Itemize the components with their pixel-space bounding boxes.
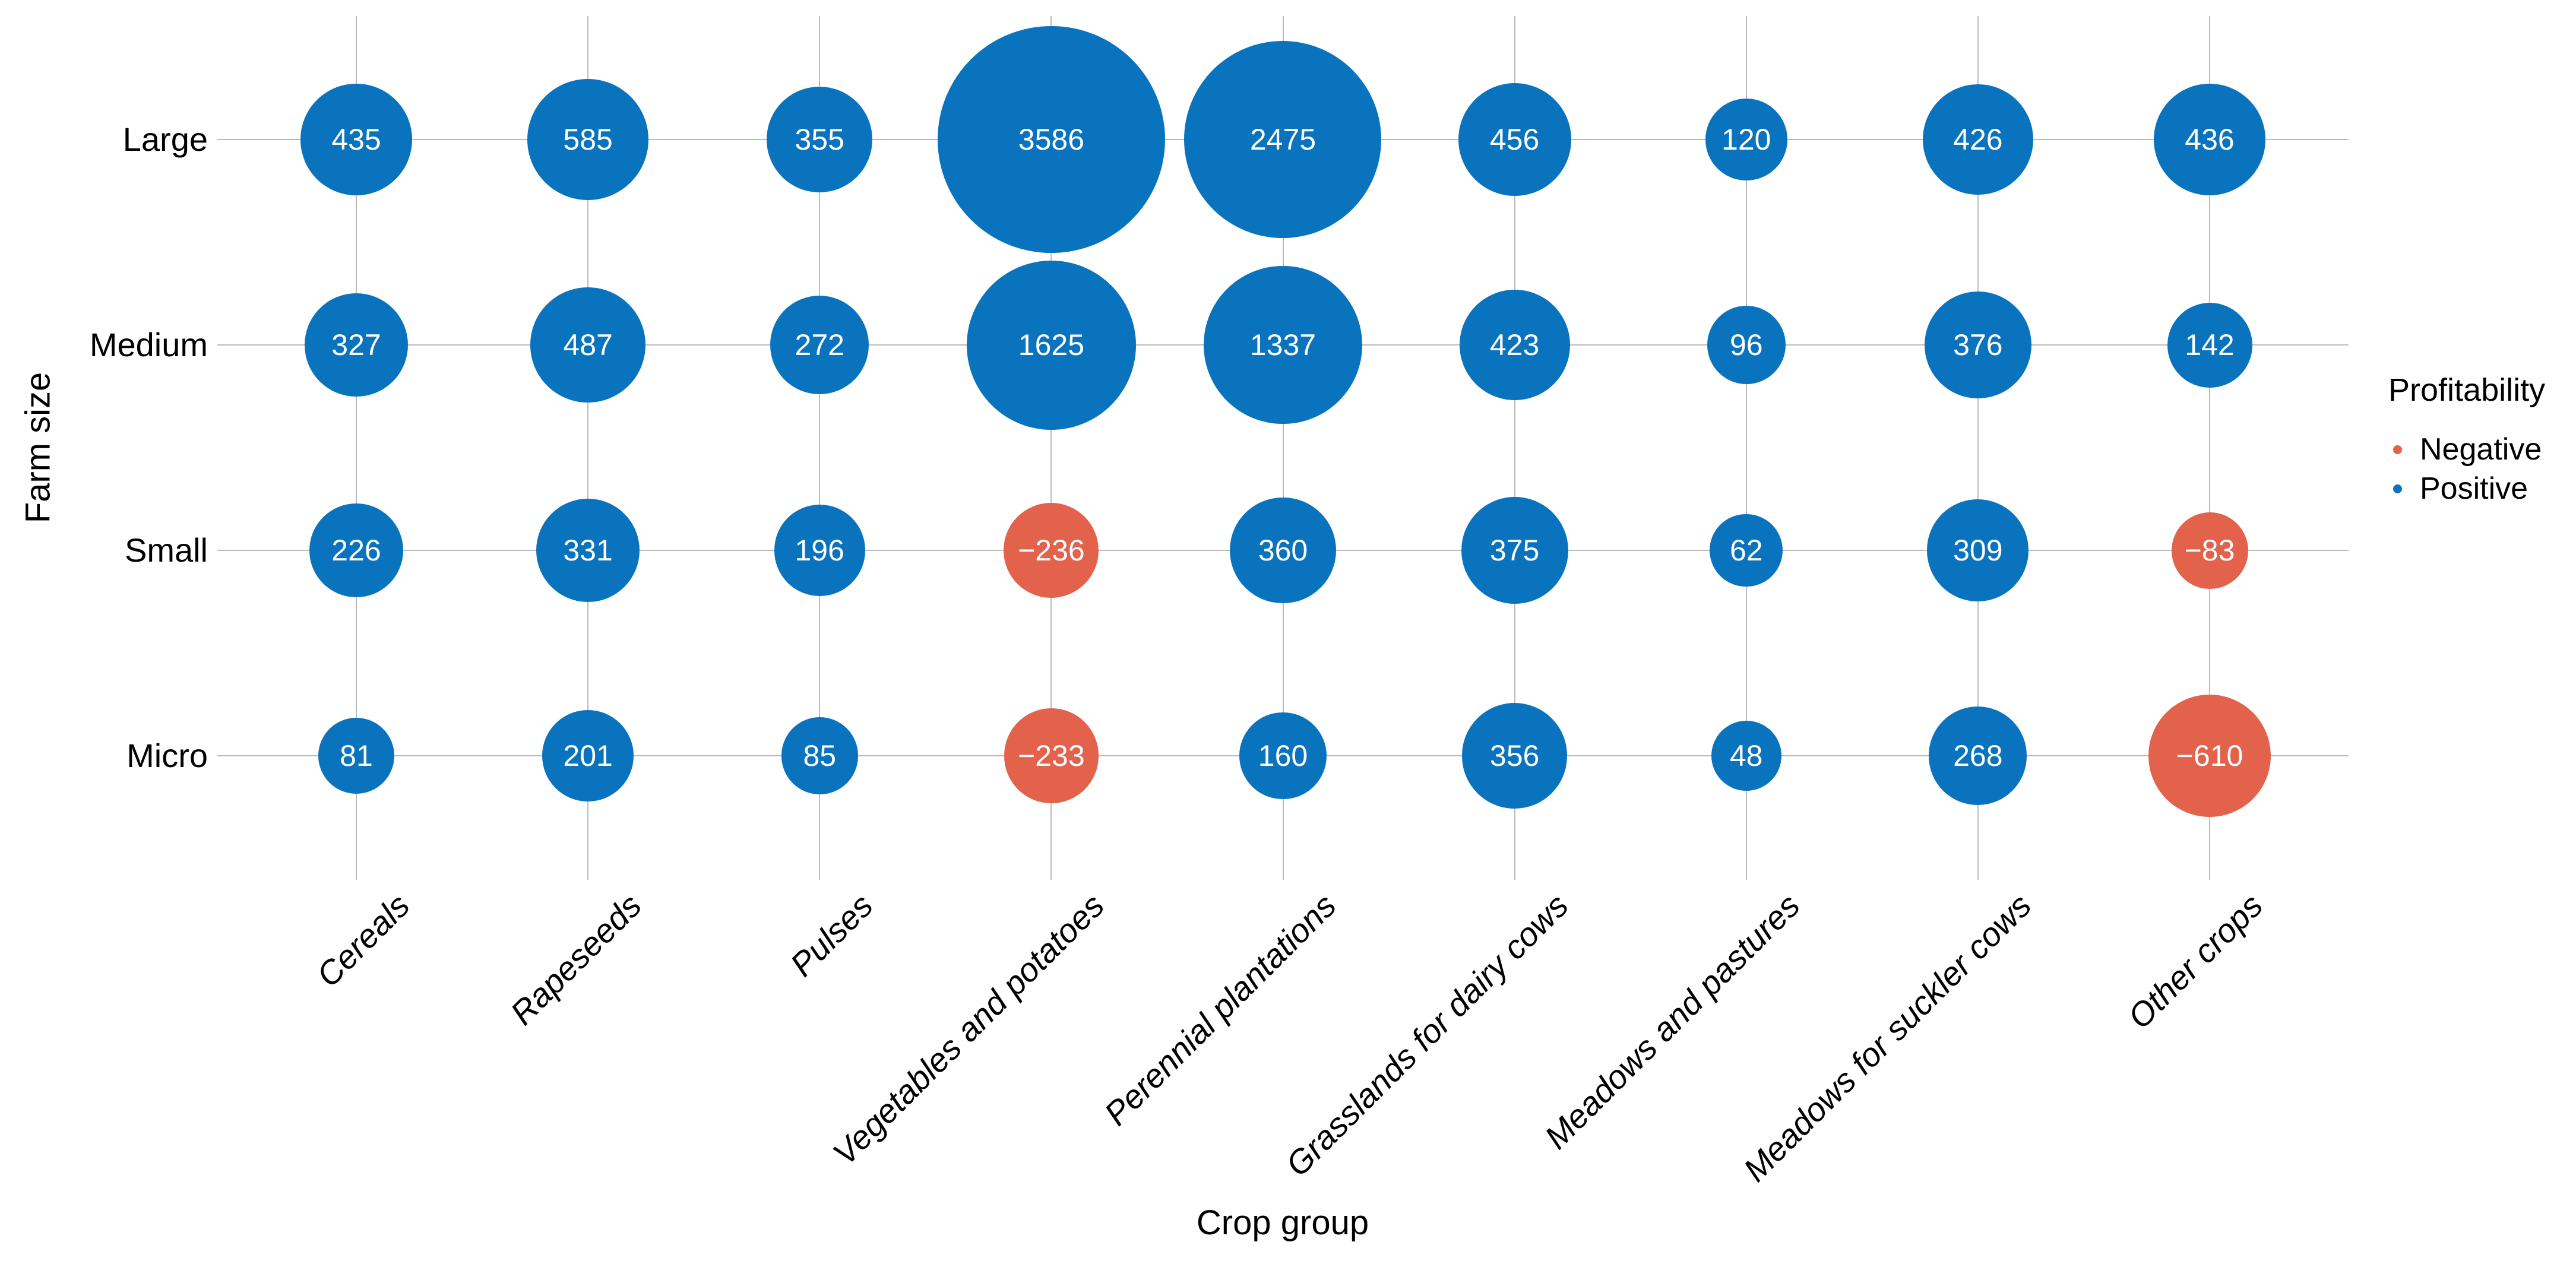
x-tick-label-4: Vegetables and potatoes <box>825 886 1112 1173</box>
y-axis-title: Farm size <box>18 372 58 524</box>
x-tick-label-6: Grasslands for dairy cows <box>1278 886 1575 1184</box>
legend-label-negative: Negative <box>2420 432 2542 467</box>
bubble-large-9: 436 <box>2154 84 2265 195</box>
vertical-gridline <box>1977 16 1979 880</box>
bubble-micro-7: 48 <box>1711 721 1781 791</box>
x-tick-label-1: Cereals <box>309 886 417 994</box>
vertical-gridline <box>1745 16 1747 880</box>
x-tick-label-7: Meadows and pastures <box>1537 886 1807 1157</box>
bubble-micro-6: 356 <box>1461 703 1568 809</box>
legend-title: Profitability <box>2388 372 2546 408</box>
bubble-micro-5: 160 <box>1239 712 1327 800</box>
x-tick-label-9: Other crops <box>2121 886 2270 1036</box>
bubble-medium-2: 487 <box>530 287 645 403</box>
bubble-medium-3: 272 <box>770 296 869 394</box>
positive-dot-icon <box>2393 484 2402 493</box>
bubble-small-4: −236 <box>1004 502 1099 598</box>
bubble-small-1: 226 <box>309 503 404 598</box>
bubble-micro-4: −233 <box>1004 708 1099 803</box>
bubble-large-6: 456 <box>1458 83 1571 197</box>
bubble-large-3: 355 <box>767 87 872 192</box>
negative-dot-icon <box>2393 445 2402 454</box>
bubble-large-8: 426 <box>1922 84 2034 195</box>
x-tick-label-2: Rapeseeds <box>502 886 648 1032</box>
bubble-medium-6: 423 <box>1459 289 1570 401</box>
bubble-medium-1: 327 <box>305 293 408 397</box>
x-axis-title: Crop group <box>1196 1203 1369 1242</box>
bubble-large-2: 585 <box>527 78 649 201</box>
bubble-micro-9: −610 <box>2148 694 2271 818</box>
vertical-gridline <box>1050 16 1052 880</box>
bubble-small-8: 309 <box>1927 499 2029 601</box>
x-tick-label-5: Perennial plantations <box>1097 886 1343 1133</box>
vertical-gridline <box>587 16 589 880</box>
vertical-gridline <box>1514 16 1515 880</box>
bubble-micro-3: 85 <box>781 717 858 794</box>
bubble-medium-9: 142 <box>2167 302 2252 388</box>
y-tick-label-micro: Micro <box>126 737 208 774</box>
y-tick-label-medium: Medium <box>89 326 208 363</box>
vertical-gridline <box>2209 16 2210 880</box>
bubble-small-7: 62 <box>1710 514 1783 587</box>
bubble-micro-8: 268 <box>1929 706 2027 805</box>
bubble-small-9: −83 <box>2171 512 2248 589</box>
legend-label-positive: Positive <box>2420 471 2528 506</box>
bubble-small-3: 196 <box>774 505 865 596</box>
plot-panel: 435 585 355 3586 2475 456 120 426 436 327 487 272 16… <box>217 16 2349 880</box>
bubble-small-6: 375 <box>1461 496 1568 604</box>
vertical-gridline <box>1282 16 1284 880</box>
y-tick-label-small: Small <box>124 531 208 569</box>
bubble-large-5: 2475 <box>1184 40 1382 238</box>
bubble-large-7: 120 <box>1705 98 1787 181</box>
y-tick-label-large: Large <box>122 121 208 158</box>
x-tick-label-3: Pulses <box>783 886 880 984</box>
bubble-micro-2: 201 <box>542 709 634 802</box>
bubble-large-4: 3586 <box>938 26 1165 254</box>
vertical-gridline <box>819 16 821 880</box>
bubble-micro-1: 81 <box>318 717 395 794</box>
bubble-medium-5: 1337 <box>1204 265 1362 424</box>
legend: Profitability Negative Positive <box>2380 372 2576 504</box>
bubble-medium-7: 96 <box>1707 305 1786 385</box>
vertical-gridline <box>356 16 357 880</box>
legend-item-positive: Positive <box>2393 469 2528 508</box>
bubble-small-2: 331 <box>536 498 640 603</box>
legend-item-negative: Negative <box>2393 430 2542 469</box>
bubble-large-1: 435 <box>300 84 412 195</box>
bubble-small-5: 360 <box>1230 497 1336 604</box>
bubble-medium-4: 1625 <box>966 260 1136 430</box>
bubble-medium-8: 376 <box>1924 291 2032 399</box>
